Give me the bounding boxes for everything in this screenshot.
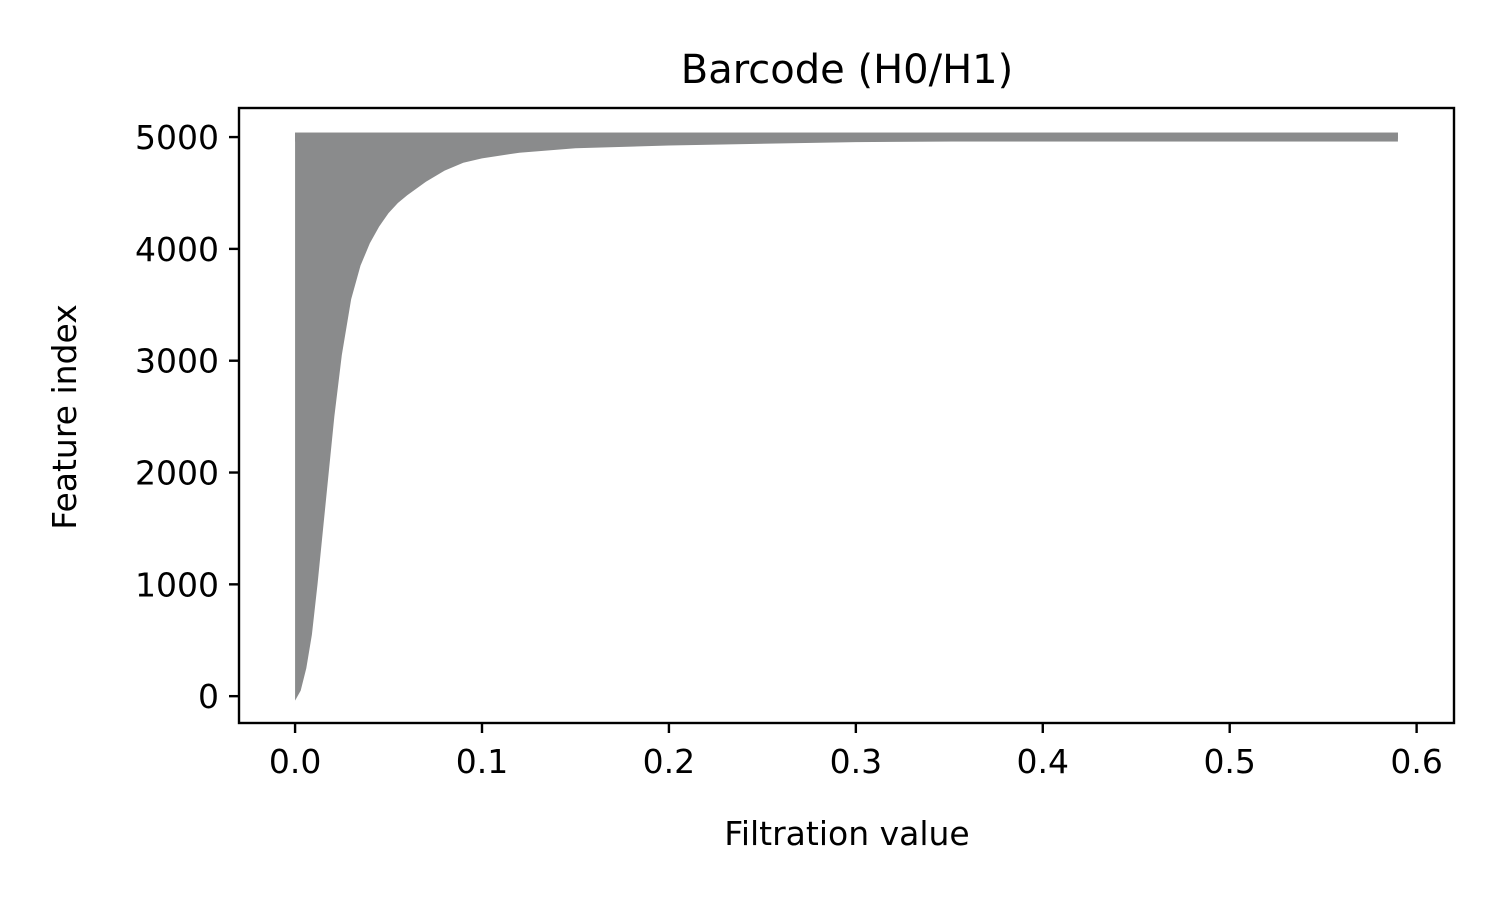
y-axis: 0 1000 2000 3000 4000 5000: [135, 118, 239, 716]
x-axis-title: Filtration value: [724, 814, 970, 853]
y-axis-title: Feature index: [45, 304, 84, 529]
plot-area: [237, 106, 1456, 725]
barcode-long-bar: [295, 132, 1398, 142]
plot-frame: [237, 106, 1456, 725]
x-tick-label: 0.2: [643, 742, 695, 781]
y-tick-label: 0: [198, 677, 219, 716]
y-tick-label: 5000: [135, 118, 219, 157]
x-tick-label: 0.5: [1203, 742, 1255, 781]
x-tick-label: 0.6: [1390, 742, 1442, 781]
chart-title: Barcode (H0/H1): [681, 47, 1013, 93]
y-tick-label: 4000: [135, 230, 219, 269]
x-axis: 0.0 0.1 0.2 0.3 0.4 0.5 0.6: [269, 723, 1443, 781]
x-tick-label: 0.4: [1017, 742, 1069, 781]
x-tick-label: 0.3: [830, 742, 882, 781]
barcode-filled-region: [295, 132, 1398, 701]
x-tick-label: 0.1: [456, 742, 508, 781]
x-tick-label: 0.0: [269, 742, 321, 781]
y-tick-label: 2000: [135, 454, 219, 493]
y-tick-label: 1000: [135, 565, 219, 604]
y-tick-label: 3000: [135, 342, 219, 381]
chart-title-group: Barcode (H0/H1): [681, 47, 1013, 93]
